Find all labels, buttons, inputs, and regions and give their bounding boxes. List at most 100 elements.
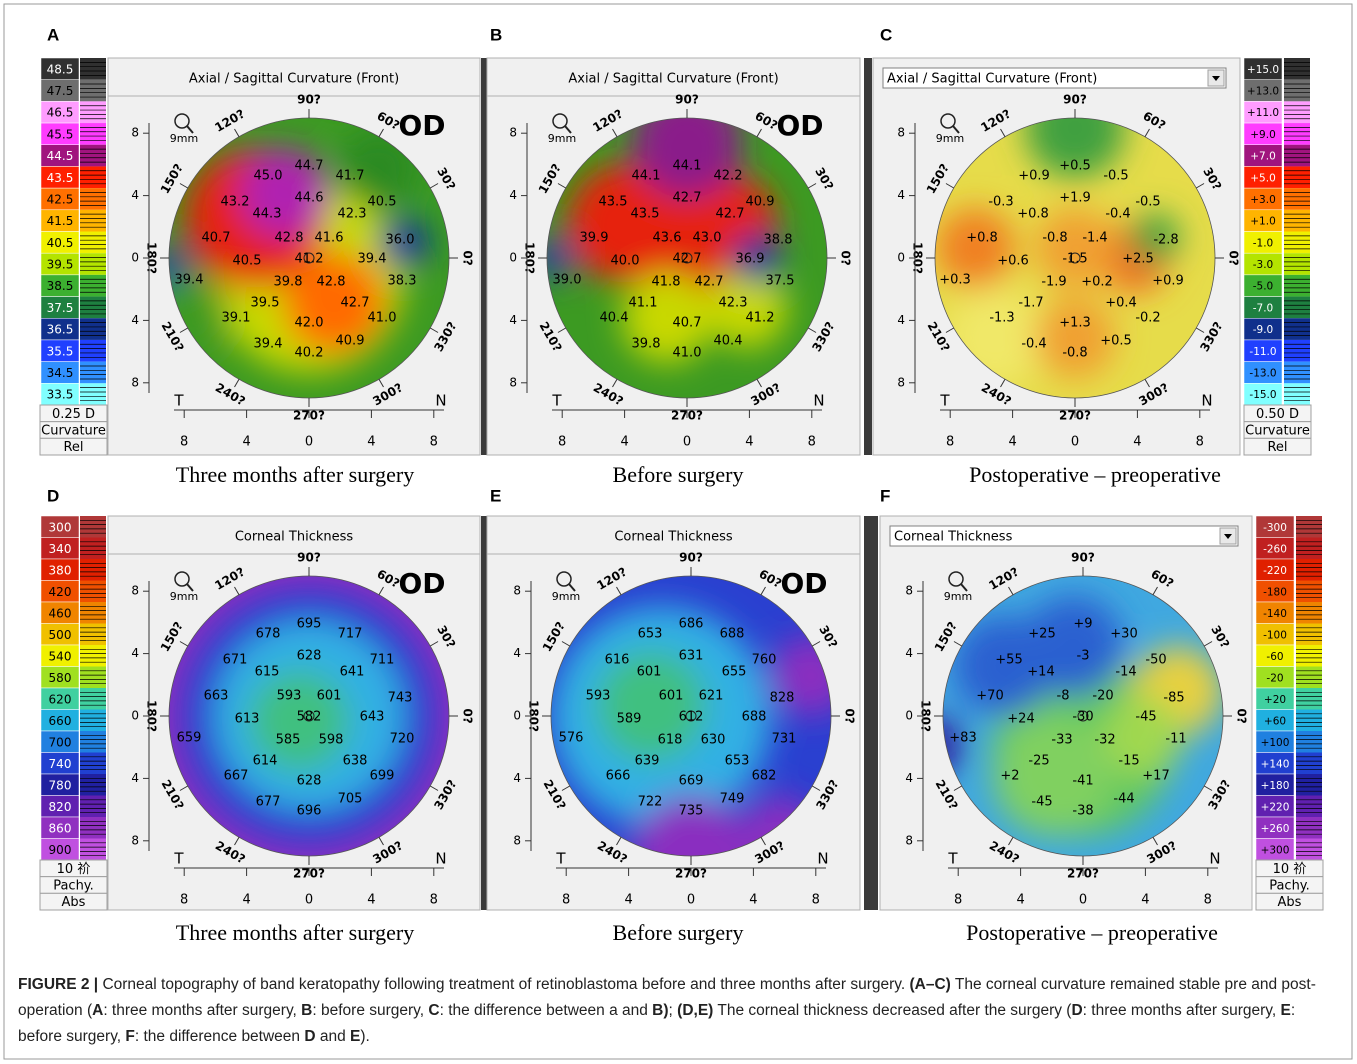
map-value: 40.9 bbox=[336, 334, 365, 349]
map-value: -1.4 bbox=[1082, 231, 1107, 246]
map-value: +0.4 bbox=[1105, 296, 1137, 311]
x-tick-label: 4 bbox=[367, 435, 375, 450]
map-value: 696 bbox=[297, 804, 322, 819]
x-tick-label: 4 bbox=[620, 435, 628, 450]
map-value: 40.2 bbox=[295, 346, 324, 361]
panel-caption: Postoperative – preoperative bbox=[966, 920, 1218, 945]
scale-label: -60 bbox=[1266, 651, 1283, 663]
x-tick-label: 4 bbox=[1016, 893, 1024, 908]
map-value: 40.7 bbox=[202, 231, 231, 246]
scale-label: 40.5 bbox=[47, 236, 74, 250]
scale-label: -5.0 bbox=[1253, 281, 1274, 293]
scale-label: 460 bbox=[49, 606, 72, 620]
scale-label: 35.5 bbox=[47, 344, 74, 358]
scale-stripe bbox=[80, 667, 106, 689]
y-tick-label: 8 bbox=[131, 126, 139, 140]
map-value: 659 bbox=[177, 731, 202, 746]
scale-stripe bbox=[1296, 688, 1322, 710]
scale-stripe bbox=[80, 166, 106, 188]
map-value: 42.7 bbox=[673, 252, 702, 267]
zoom-label: 9mm bbox=[936, 132, 964, 145]
scale-label: -13.0 bbox=[1249, 367, 1276, 379]
map-value: 688 bbox=[742, 710, 767, 725]
scale-label: 740 bbox=[49, 757, 72, 771]
map-value: -1.9 bbox=[1041, 275, 1066, 290]
y-tick-label: 8 bbox=[513, 833, 521, 847]
map-value: +70 bbox=[976, 689, 1003, 704]
scale-stripe bbox=[1296, 645, 1322, 667]
map-value: 41.0 bbox=[368, 311, 397, 326]
scale-label: -180 bbox=[1263, 586, 1287, 598]
y-tick-label: 4 bbox=[509, 188, 517, 202]
map-value: 686 bbox=[679, 617, 704, 632]
scale-label: 43.5 bbox=[47, 171, 74, 185]
panel-caption: Before surgery bbox=[613, 462, 744, 487]
temporal-label: T bbox=[173, 850, 184, 868]
scale-footer: Rel bbox=[63, 440, 83, 455]
map-value: -0.8 bbox=[1042, 231, 1067, 246]
nasal-label: N bbox=[435, 850, 446, 868]
scale-stripe bbox=[80, 297, 106, 319]
scale-stripe bbox=[80, 253, 106, 275]
scale-label: +60 bbox=[1264, 715, 1286, 727]
x-tick-label: 8 bbox=[430, 893, 438, 908]
scale-footer: Abs bbox=[62, 895, 86, 910]
map-value: 601 bbox=[637, 665, 662, 680]
map-value: +14 bbox=[1027, 665, 1054, 680]
panel-title: Axial / Sagittal Curvature (Front) bbox=[568, 72, 778, 87]
map-value: 667 bbox=[224, 769, 249, 784]
x-tick-label: 0 bbox=[683, 435, 691, 450]
scale-stripe bbox=[80, 710, 106, 732]
caption-run: : before surgery, bbox=[312, 1002, 428, 1019]
scale-label: +20 bbox=[1264, 694, 1286, 706]
map-value: -8 bbox=[1057, 689, 1070, 704]
map-value: +0.9 bbox=[1152, 274, 1184, 289]
y-tick-label: 4 bbox=[131, 646, 139, 660]
scale-label: 41.5 bbox=[47, 214, 74, 228]
map-value: 41.8 bbox=[652, 275, 681, 290]
map-value: 828 bbox=[770, 691, 795, 706]
scale-footer: 10 祄 bbox=[57, 861, 91, 877]
map-value: 44.6 bbox=[295, 191, 324, 206]
scale-stripe bbox=[80, 318, 106, 340]
separator bbox=[864, 516, 878, 910]
scale-stripe bbox=[1284, 123, 1310, 145]
map-value: 36.9 bbox=[736, 252, 765, 267]
map-value: 40.5 bbox=[233, 254, 262, 269]
caption-run: : the difference between bbox=[135, 1028, 304, 1045]
caption-run: E bbox=[1281, 1002, 1291, 1019]
panel-caption: Three months after surgery bbox=[176, 462, 414, 487]
map-value: 43.2 bbox=[221, 195, 250, 210]
map-value: 653 bbox=[638, 627, 663, 642]
map-value: 601 bbox=[317, 689, 342, 704]
scale-label: 900 bbox=[49, 843, 72, 857]
y-tick-label: 4 bbox=[905, 771, 913, 785]
scale-label: 780 bbox=[49, 778, 72, 792]
scale-label: 38.5 bbox=[47, 279, 74, 293]
x-tick-label: 4 bbox=[367, 893, 375, 908]
map-value: 628 bbox=[297, 649, 322, 664]
nasal-label: N bbox=[813, 392, 824, 410]
y-tick-label: 4 bbox=[513, 771, 521, 785]
angle-label: 90? bbox=[297, 551, 321, 565]
map-value: +0.8 bbox=[966, 231, 998, 246]
map-value: 653 bbox=[725, 754, 750, 769]
scale-label: 340 bbox=[49, 542, 72, 556]
map-value: +9 bbox=[1073, 617, 1092, 632]
map-value: 42.2 bbox=[714, 169, 743, 184]
temporal-label: T bbox=[551, 392, 562, 410]
scale-label: +300 bbox=[1261, 844, 1290, 856]
temporal-label: T bbox=[947, 850, 958, 868]
x-tick-label: 4 bbox=[242, 435, 250, 450]
eye-marker: OD bbox=[780, 567, 827, 600]
map-value: 39.8 bbox=[632, 337, 661, 352]
scale-stripe bbox=[1284, 58, 1310, 80]
scale-stripe bbox=[80, 817, 106, 839]
map-value: 43.0 bbox=[693, 231, 722, 246]
map-value: 39.8 bbox=[274, 275, 303, 290]
y-tick-label: 4 bbox=[131, 771, 139, 785]
scale-stripe bbox=[1284, 362, 1310, 384]
scale-label: 820 bbox=[49, 800, 72, 814]
scale-stripe bbox=[1296, 774, 1322, 796]
angle-label: 0? bbox=[839, 250, 853, 265]
